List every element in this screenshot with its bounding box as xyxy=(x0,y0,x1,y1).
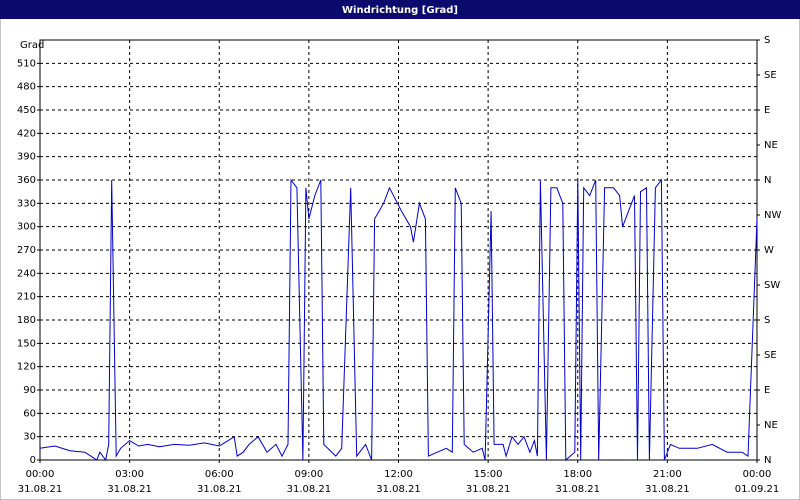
x-tick-date: 31.08.21 xyxy=(376,484,421,495)
y2-tick-label: W xyxy=(764,245,774,256)
y2-tick-label: S xyxy=(764,35,770,46)
y2-tick-label: E xyxy=(764,385,770,396)
y-tick-label: 60 xyxy=(23,408,36,419)
y2-tick-label: N xyxy=(764,455,771,466)
x-tick-label: 21:00 xyxy=(653,469,682,480)
y-tick-label: 150 xyxy=(17,338,36,349)
y-tick-label: 120 xyxy=(17,362,36,373)
x-tick-date: 01.09.21 xyxy=(735,484,780,495)
y2-tick-label: SE xyxy=(764,70,777,81)
y-tick-label: 0 xyxy=(30,455,36,466)
y2-tick-label: E xyxy=(764,105,770,116)
y-tick-label: 210 xyxy=(17,292,36,303)
y-tick-label: 300 xyxy=(17,222,36,233)
x-tick-date: 31.08.21 xyxy=(466,484,511,495)
x-tick-date: 31.08.21 xyxy=(287,484,332,495)
x-tick-date: 31.08.21 xyxy=(197,484,242,495)
y-tick-label: 240 xyxy=(17,268,36,279)
x-tick-date: 31.08.21 xyxy=(18,484,63,495)
title-bar xyxy=(0,0,800,19)
y-tick-label: 510 xyxy=(17,58,36,69)
y2-tick-label: SW xyxy=(764,280,780,291)
x-tick-label: 00:00 xyxy=(26,469,55,480)
chart-title: Windrichtung [Grad] xyxy=(342,5,458,16)
y-tick-label: 330 xyxy=(17,198,36,209)
y-tick-label: 180 xyxy=(17,315,36,326)
x-tick-date: 31.08.21 xyxy=(555,484,600,495)
y-tick-label: 480 xyxy=(17,82,36,93)
data-line xyxy=(39,178,758,462)
y2-tick-label: N xyxy=(764,175,771,186)
y-tick-label: 450 xyxy=(17,105,36,116)
x-tick-date: 31.08.21 xyxy=(645,484,690,495)
x-tick-label: 00:00 xyxy=(743,469,772,480)
x-tick-date: 31.08.21 xyxy=(107,484,152,495)
y2-tick-label: NE xyxy=(764,140,778,151)
y-tick-label: 90 xyxy=(23,385,36,396)
y2-tick-label: S xyxy=(764,315,770,326)
y-axis-label: Grad xyxy=(20,40,44,51)
x-tick-label: 06:00 xyxy=(205,469,234,480)
y-tick-label: 420 xyxy=(17,128,36,139)
y-tick-label: 270 xyxy=(17,245,36,256)
x-tick-label: 09:00 xyxy=(294,469,323,480)
y-tick-label: 390 xyxy=(17,152,36,163)
x-tick-label: 15:00 xyxy=(474,469,503,480)
plot-frame xyxy=(39,39,758,461)
x-tick-label: 12:00 xyxy=(384,469,413,480)
x-tick-label: 03:00 xyxy=(115,469,144,480)
y-tick-label: 360 xyxy=(17,175,36,186)
y2-tick-label: NW xyxy=(764,210,781,221)
y-tick-label: 30 xyxy=(23,432,36,443)
y2-tick-label: NE xyxy=(764,420,778,431)
y2-tick-label: SE xyxy=(764,350,777,361)
x-tick-label: 18:00 xyxy=(563,469,592,480)
